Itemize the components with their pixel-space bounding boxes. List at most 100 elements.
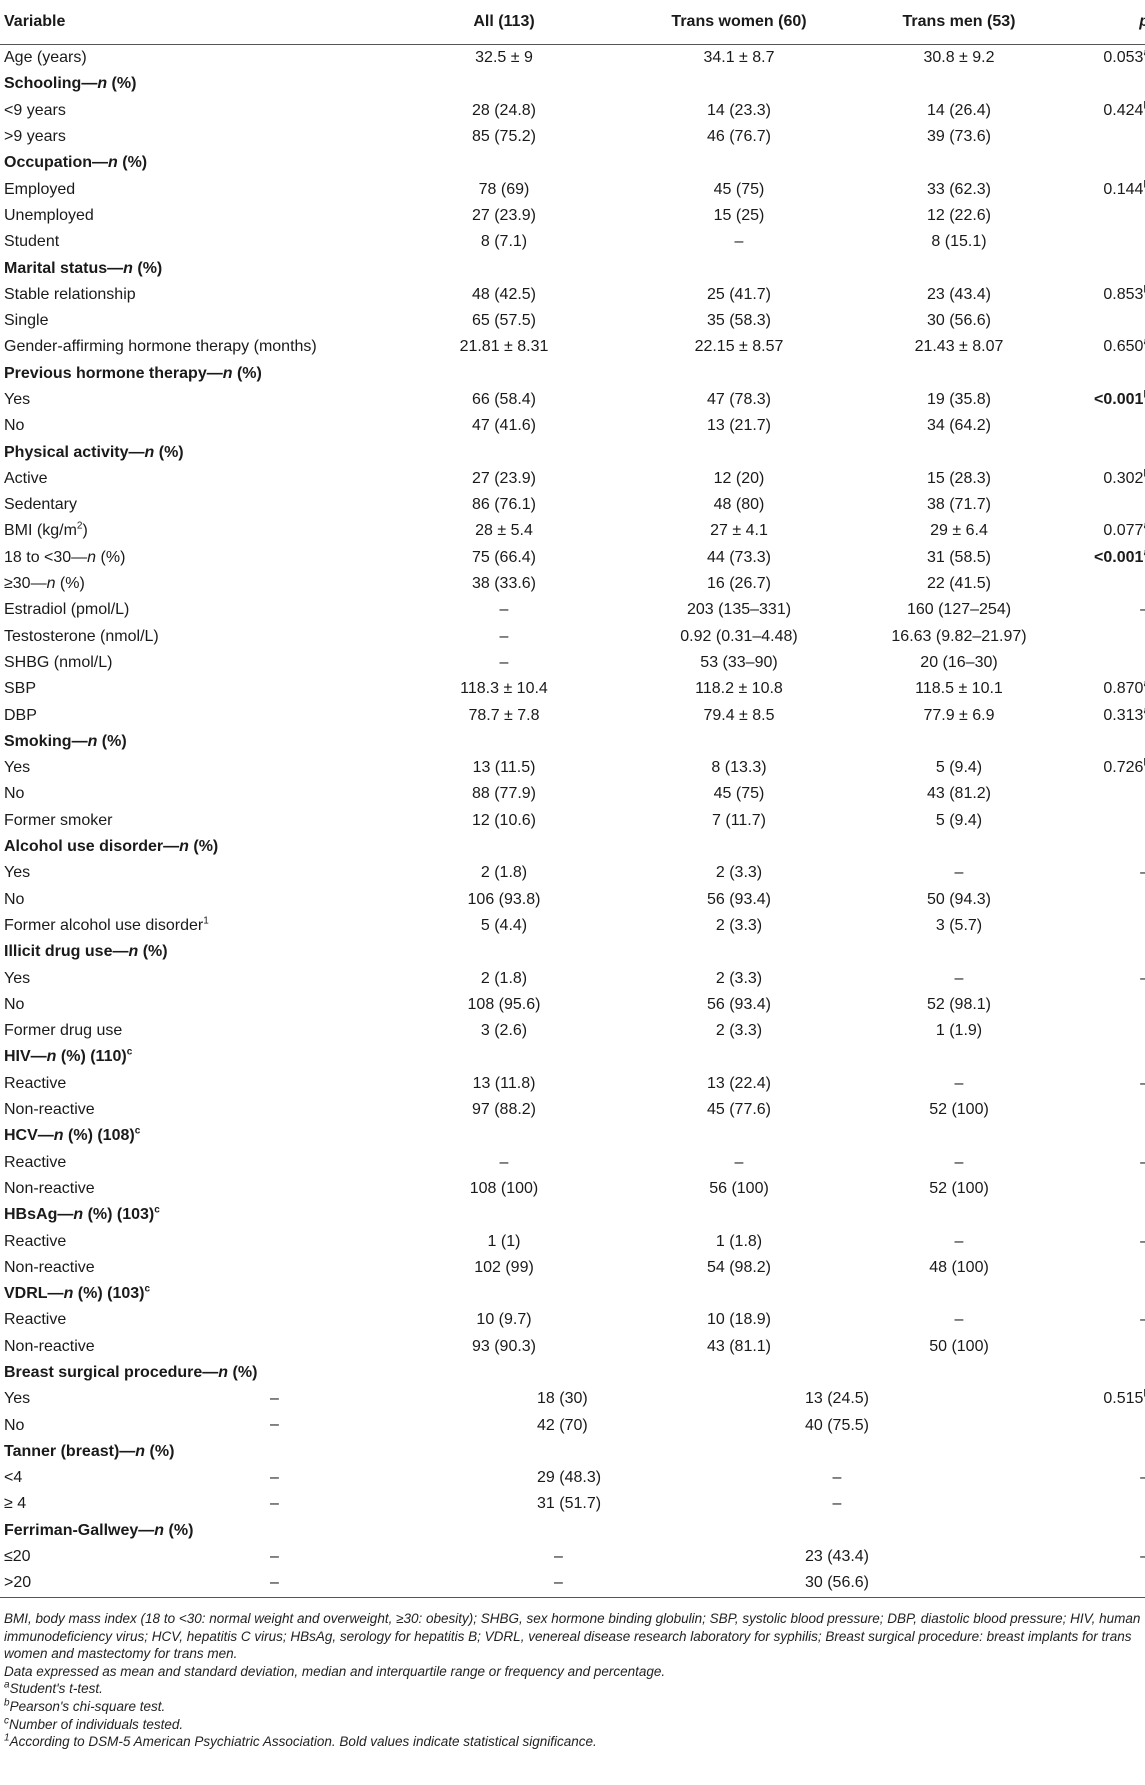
trans-women-cell: 31 (51.7) — [537, 1491, 884, 1517]
p-superscript: b — [1143, 284, 1145, 295]
variable-label: Schooling— — [4, 75, 98, 93]
variable-cell: Illicit drug use—n (%) — [0, 939, 414, 965]
p-superscript: b — [1143, 179, 1145, 190]
table-notes: BMI, body mass index (18 to <30: normal … — [4, 1610, 1142, 1751]
trans-women-cell: 27 ± 4.1 — [710, 522, 768, 540]
variable-label: Previous hormone therapy— — [4, 364, 223, 382]
variable-cell: Estradiol (pmol/L) — [0, 597, 414, 623]
variable-cell: Gender-affirming hormone therapy (months… — [0, 334, 414, 360]
variable-label: HBsAg— — [4, 1206, 74, 1224]
section-row: Marital status—n (%) — [0, 255, 1145, 281]
variable-cell: HCV—n (%) (108)c — [0, 1123, 414, 1149]
table-row: Estradiol (pmol/L) – 203 (135–331) 160 (127… — [0, 597, 1145, 623]
all-cell: 85 (75.2) — [471, 128, 537, 146]
trans-men-cell: 30.8 ± 9.2 — [923, 49, 995, 67]
variable-label: ≥ 4 — [4, 1495, 27, 1513]
variable-cell: Unemployed — [0, 203, 414, 229]
variable-cell: Yes — [0, 860, 414, 886]
superscript-mark: 2 — [76, 521, 83, 533]
p-value-cell: – — [1034, 860, 1145, 886]
section-row: Tanner (breast)—n (%) — [0, 1439, 1145, 1465]
trans-men-cell: 31 (58.5) — [926, 548, 992, 566]
trans-women-cell: 203 (135–331) — [686, 601, 792, 619]
trans-men-cell: 23 (43.4) — [926, 285, 992, 303]
n-symbol: n — [222, 364, 233, 382]
variable-cell: Schooling—n (%) — [0, 71, 414, 97]
all-cell: 118.3 ± 10.4 — [460, 680, 548, 698]
all-cell — [414, 1570, 594, 1598]
p-value-cell: – — [1034, 1465, 1145, 1491]
trans-men-cell: 30 (56.6) — [805, 1570, 1034, 1598]
variable-cell: Smoking—n (%) — [0, 729, 414, 755]
variable-cell: Yes — [0, 387, 414, 413]
empty-cell — [884, 71, 1034, 97]
empty-cell — [414, 1518, 594, 1544]
header-p-value: p — [1034, 0, 1145, 45]
table-row: Former drug use 3 (2.6) 2 (3.3) 1 (1.9) — [0, 1018, 1145, 1044]
variable-cell: Yes – — [0, 1386, 414, 1412]
trans-women-value: – — [554, 1574, 563, 1592]
trans-men-cell: 52 (98.1) — [926, 995, 992, 1013]
variable-label-tail: (%) — [97, 732, 127, 750]
empty-cell — [414, 361, 594, 387]
variable-label: HCV— — [4, 1127, 54, 1145]
variable-cell: >20 – — [0, 1570, 414, 1598]
p-value: 0.053 — [1103, 49, 1144, 67]
variable-label: Yes — [4, 391, 31, 408]
all-cell: 106 (93.8) — [467, 890, 541, 908]
trans-men-cell: 38 (71.7) — [926, 496, 992, 514]
header-all: All (113) — [414, 0, 594, 45]
n-symbol: n — [135, 1442, 146, 1460]
empty-cell — [414, 1439, 594, 1465]
table-header-row: Variable All (113) Trans women (60) Tran… — [0, 0, 1145, 45]
footnote-mark: c — [4, 1715, 9, 1727]
empty-cell — [414, 255, 594, 281]
trans-women-cell: – — [734, 233, 744, 251]
trans-men-cell: 1 (1.9) — [935, 1022, 983, 1040]
trans-women-value: – — [554, 1548, 563, 1566]
trans-men-cell: 29 ± 6.4 — [930, 522, 988, 540]
variable-cell: Single — [0, 308, 414, 334]
table-row: Former alcohol use disorder1 5 (4.4) 2 (3.… — [0, 913, 1145, 939]
not-applicable-dash: – — [270, 1574, 279, 1592]
section-row: Ferriman-Gallwey—n (%) — [0, 1518, 1145, 1544]
all-cell: – — [499, 1153, 509, 1171]
variable-label: Former drug use — [4, 1022, 123, 1040]
variable-cell: VDRL—n (%) (103)c — [0, 1281, 414, 1307]
variable-cell: ≥30—n (%) — [0, 571, 414, 597]
variable-label: Ferriman-Gallwey— — [4, 1521, 155, 1539]
trans-women-cell: 15 (25) — [713, 206, 765, 224]
p-value: 0.726 — [1103, 759, 1144, 777]
empty-cell — [884, 1044, 1034, 1070]
trans-women-cell: 46 (76.7) — [706, 128, 772, 146]
all-cell: 8 (7.1) — [480, 233, 528, 251]
characteristics-table: Variable All (113) Trans women (60) Tran… — [0, 0, 1145, 1598]
variable-cell: Reactive — [0, 1228, 414, 1254]
variable-cell: Student — [0, 229, 414, 255]
footnote: aStudent's t-test. — [4, 1680, 1142, 1698]
table-row: Yes – 18 (30) 13 (24.5) 0.515b — [0, 1386, 1145, 1412]
variable-label: Non-reactive — [4, 1179, 95, 1197]
empty-cell — [594, 150, 884, 176]
trans-women-cell: 45 (77.6) — [706, 1101, 772, 1119]
variable-label-tail: (%) — [232, 364, 262, 382]
trans-women-cell: 56 (93.4) — [706, 995, 772, 1013]
variable-cell: Former drug use — [0, 1018, 414, 1044]
variable-label: Occupation— — [4, 154, 109, 172]
p-value-cell: 0.144b — [1034, 176, 1145, 202]
all-cell: 27 (23.9) — [471, 206, 537, 224]
empty-cell — [594, 71, 884, 97]
empty-cell — [594, 1439, 884, 1465]
variable-cell: Alcohol use disorder—n (%) — [0, 834, 414, 860]
variable-cell: ≥ 4 – — [0, 1491, 414, 1517]
empty-cell — [1034, 439, 1145, 465]
variable-label: <4 — [4, 1469, 23, 1487]
trans-women-cell: 22.15 ± 8.57 — [694, 338, 784, 356]
p-value-cell — [1034, 1255, 1145, 1281]
empty-cell — [884, 1518, 1034, 1544]
trans-men-cell: 30 (56.6) — [926, 312, 992, 330]
trans-men-cell: 14 (26.4) — [926, 101, 992, 119]
trans-men-cell: 20 (16–30) — [920, 653, 998, 671]
table-row: Single 65 (57.5) 35 (58.3) 30 (56.6) — [0, 308, 1145, 334]
empty-cell — [884, 1360, 1034, 1386]
